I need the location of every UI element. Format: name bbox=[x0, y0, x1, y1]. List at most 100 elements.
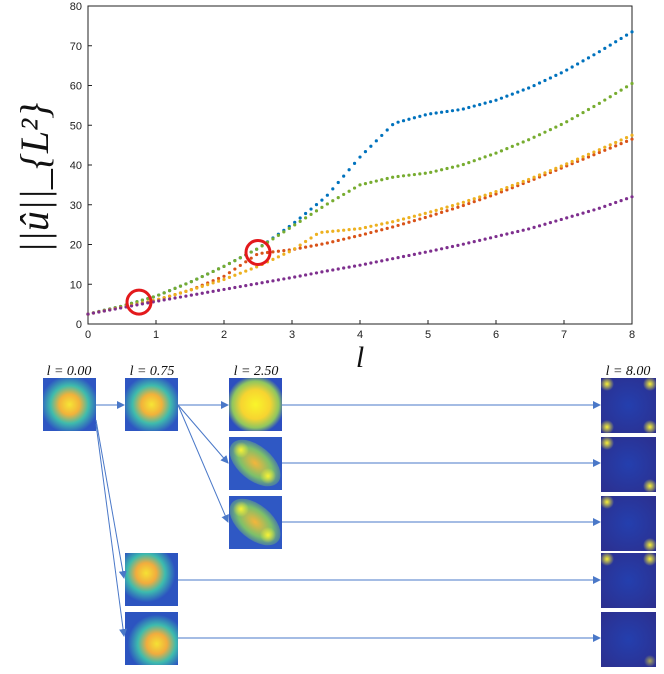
data-point bbox=[429, 249, 433, 253]
data-point bbox=[222, 277, 226, 282]
data-point bbox=[586, 152, 591, 157]
data-point bbox=[548, 76, 553, 80]
data-point bbox=[597, 150, 601, 155]
data-point bbox=[510, 231, 514, 235]
data-point bbox=[184, 289, 188, 294]
data-point bbox=[581, 155, 585, 159]
data-point bbox=[358, 227, 362, 231]
data-point bbox=[287, 226, 291, 230]
data-point bbox=[603, 46, 607, 50]
data-point bbox=[597, 101, 601, 105]
highlight-circles bbox=[125, 238, 272, 316]
data-point bbox=[548, 221, 553, 225]
snapshot-l250-symmetric bbox=[229, 378, 282, 431]
data-point bbox=[336, 229, 340, 233]
data-point bbox=[499, 96, 504, 100]
data-point bbox=[630, 195, 634, 199]
snapshot-l250-diagonal-a bbox=[229, 437, 282, 490]
data-point bbox=[521, 228, 525, 232]
data-point bbox=[592, 104, 596, 109]
data-point bbox=[298, 246, 302, 250]
data-point bbox=[222, 287, 226, 292]
data-point bbox=[385, 226, 389, 230]
data-point bbox=[211, 289, 215, 293]
data-point bbox=[608, 43, 612, 47]
data-point bbox=[249, 256, 253, 260]
data-point bbox=[570, 117, 574, 121]
data-point bbox=[472, 200, 476, 204]
data-point bbox=[401, 217, 406, 221]
data-point bbox=[532, 175, 536, 179]
data-point bbox=[456, 243, 460, 247]
data-point bbox=[614, 91, 618, 96]
data-point bbox=[554, 219, 558, 223]
snapshot-l800-top-corners bbox=[600, 552, 657, 608]
data-point bbox=[527, 86, 531, 90]
data-point bbox=[173, 296, 177, 300]
data-point bbox=[537, 81, 542, 85]
data-point bbox=[499, 190, 504, 194]
data-point bbox=[238, 284, 242, 289]
data-point bbox=[505, 232, 509, 236]
data-point bbox=[238, 256, 242, 260]
data-point bbox=[184, 282, 188, 286]
data-point bbox=[173, 286, 177, 290]
data-point bbox=[282, 277, 286, 281]
y-tick-label: 30 bbox=[70, 200, 82, 212]
series-2 bbox=[86, 137, 634, 316]
data-point bbox=[488, 100, 493, 104]
data-point bbox=[320, 242, 324, 246]
data-point bbox=[630, 137, 634, 141]
data-point bbox=[576, 159, 580, 164]
data-point bbox=[478, 198, 482, 202]
data-point bbox=[445, 166, 449, 171]
data-point bbox=[440, 168, 444, 172]
data-point bbox=[168, 297, 172, 301]
data-point bbox=[396, 120, 400, 124]
data-point bbox=[407, 220, 411, 224]
data-point bbox=[320, 198, 324, 202]
y-tick-label: 20 bbox=[70, 240, 82, 252]
data-point bbox=[331, 187, 335, 191]
arrow-l0-to-branch-a bbox=[95, 419, 127, 579]
data-point bbox=[548, 168, 553, 173]
data-point bbox=[630, 133, 634, 137]
y-tick-label: 0 bbox=[76, 319, 82, 331]
data-point bbox=[162, 291, 166, 295]
data-point bbox=[478, 238, 482, 242]
data-point bbox=[472, 197, 476, 201]
data-point bbox=[483, 237, 487, 241]
data-point bbox=[467, 198, 471, 203]
data-point bbox=[592, 208, 596, 212]
data-point bbox=[603, 204, 607, 208]
data-point bbox=[325, 241, 329, 245]
data-point bbox=[499, 149, 504, 153]
data-point bbox=[532, 83, 536, 88]
data-point bbox=[304, 239, 308, 244]
x-tick-label: 6 bbox=[493, 329, 499, 341]
data-point bbox=[456, 202, 460, 206]
data-point bbox=[543, 78, 547, 83]
data-point bbox=[434, 111, 438, 115]
data-point bbox=[347, 228, 351, 232]
y-tick-label: 10 bbox=[70, 279, 82, 291]
data-point bbox=[576, 62, 580, 66]
data-point bbox=[352, 227, 357, 231]
data-point bbox=[255, 252, 259, 257]
data-point bbox=[298, 219, 302, 223]
data-point bbox=[178, 295, 183, 299]
data-point bbox=[380, 222, 384, 226]
x-tick-label: 0 bbox=[85, 329, 91, 341]
data-point bbox=[189, 280, 193, 284]
data-point bbox=[494, 234, 498, 239]
data-point bbox=[456, 108, 460, 112]
data-point bbox=[216, 276, 221, 281]
data-point bbox=[461, 162, 465, 167]
data-point bbox=[423, 250, 427, 254]
data-point bbox=[423, 215, 427, 220]
data-point bbox=[157, 299, 161, 303]
data-point bbox=[543, 222, 547, 226]
data-point bbox=[461, 107, 465, 111]
data-point bbox=[342, 237, 346, 241]
data-point bbox=[195, 277, 199, 281]
